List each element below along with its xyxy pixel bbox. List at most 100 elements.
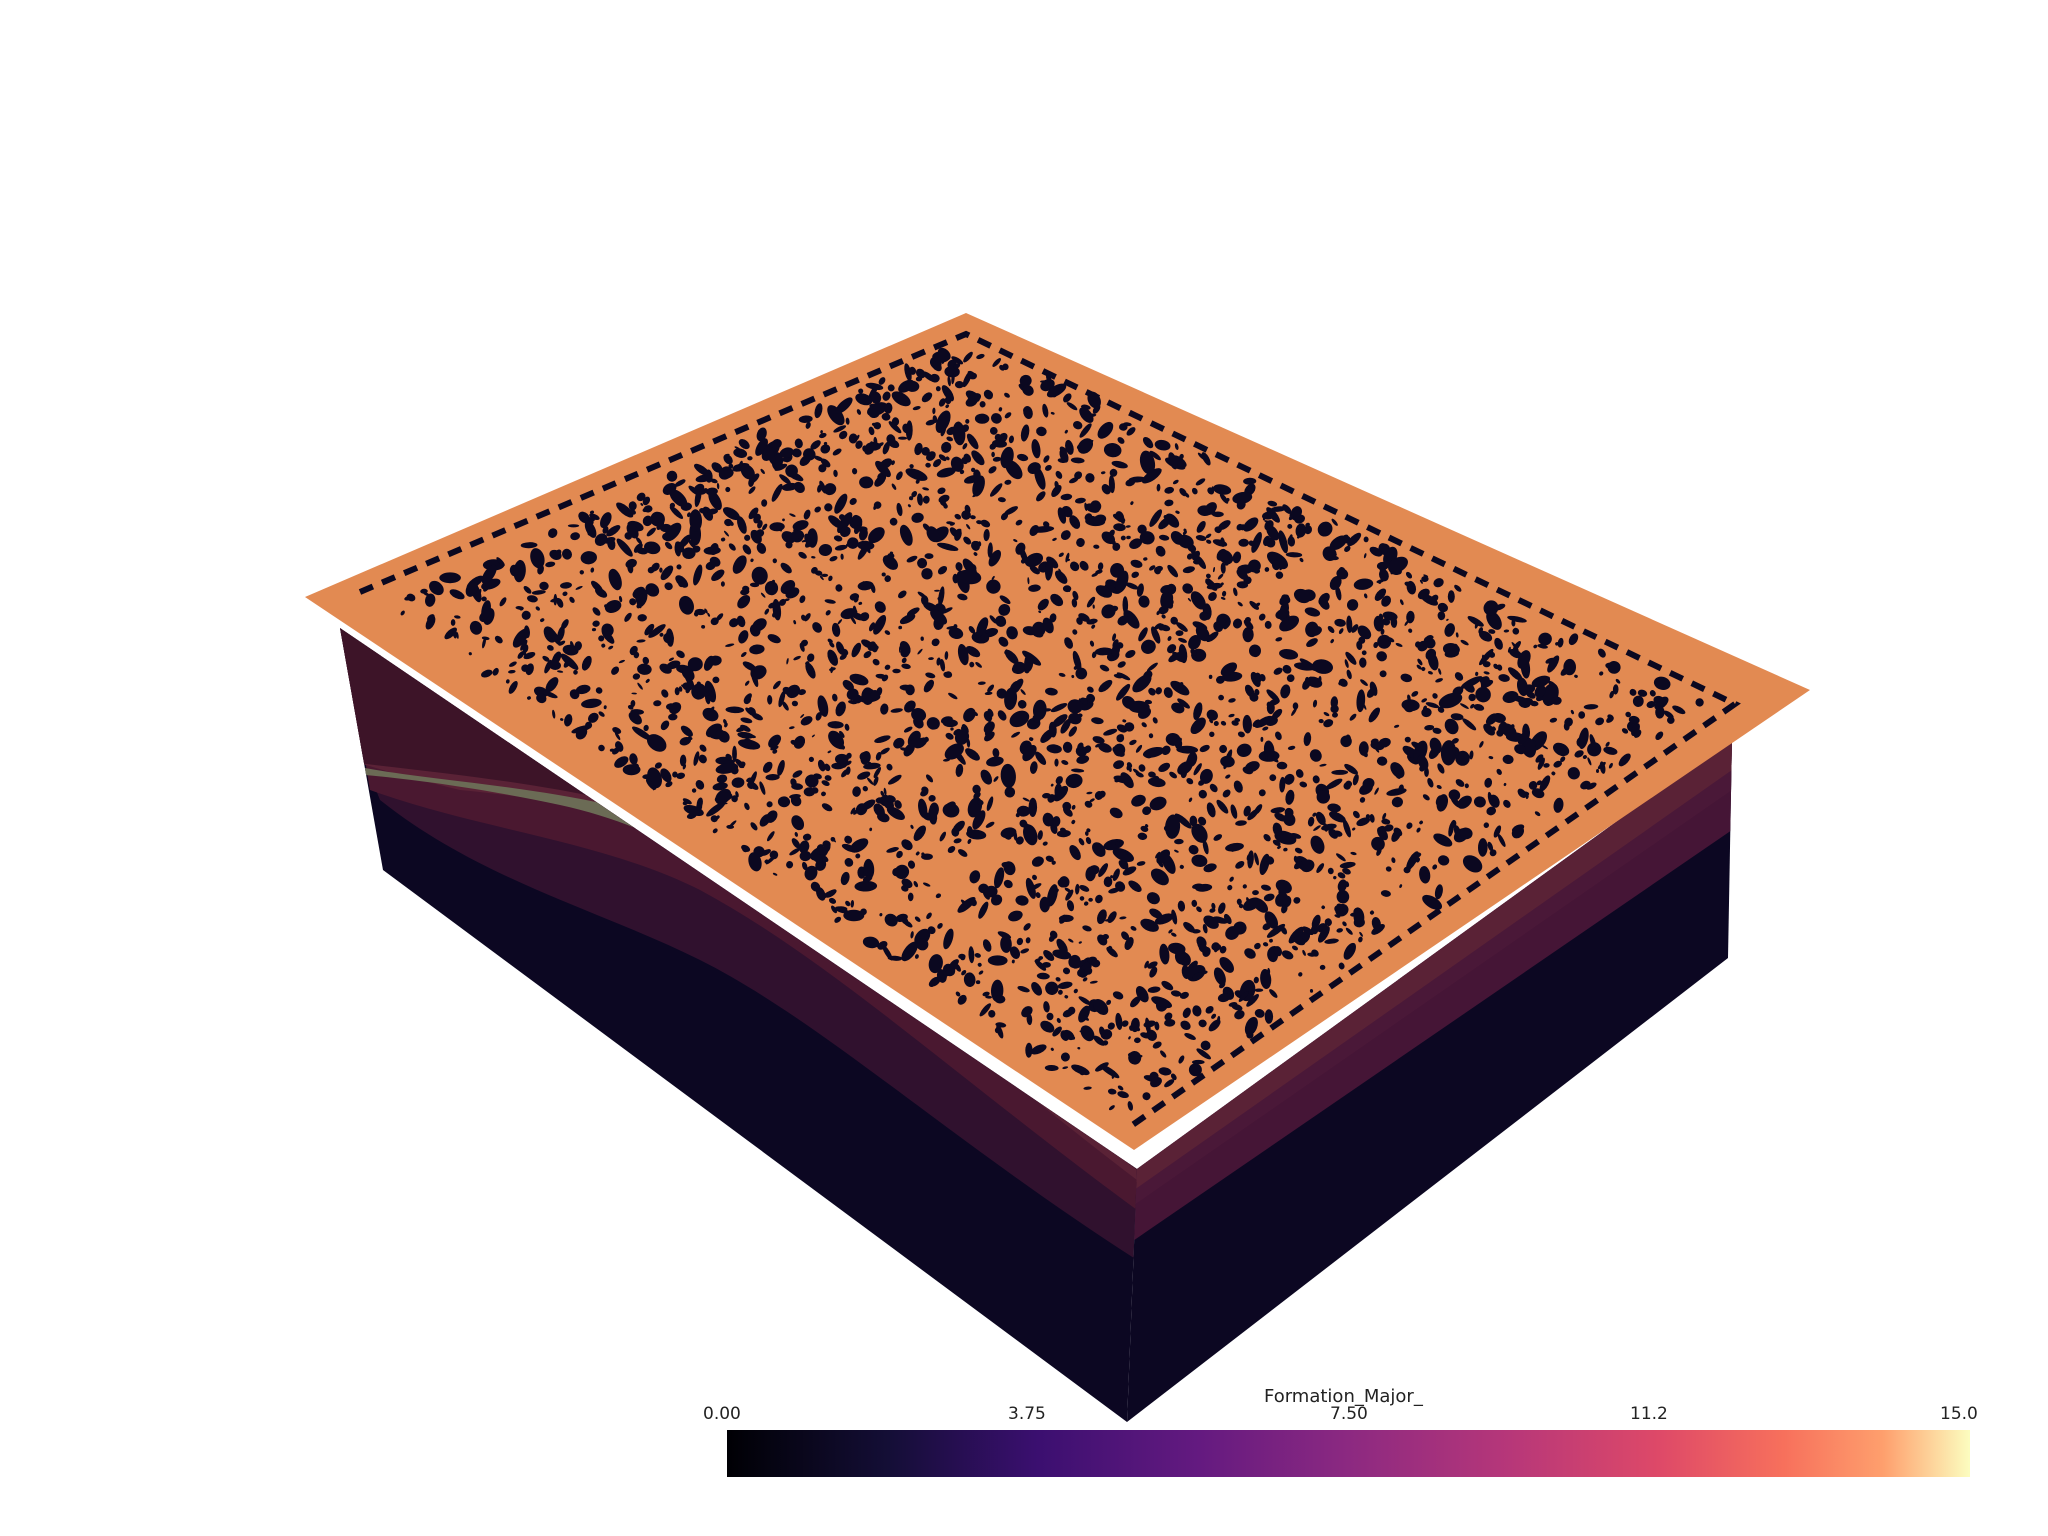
texture-speck	[1254, 988, 1264, 992]
texture-speck	[953, 624, 958, 629]
texture-speck	[938, 586, 945, 607]
texture-speck	[1473, 796, 1486, 808]
texture-speck	[665, 781, 673, 788]
texture-speck	[1263, 834, 1271, 842]
texture-speck	[482, 637, 486, 649]
texture-speck	[1148, 771, 1156, 778]
texture-speck	[724, 722, 728, 728]
texture-speck	[588, 516, 595, 522]
texture-speck	[971, 450, 985, 466]
texture-speck	[1171, 909, 1178, 925]
texture-speck	[1272, 708, 1283, 720]
texture-speck	[961, 510, 971, 520]
texture-speck	[791, 700, 798, 707]
texture-speck	[983, 721, 995, 734]
texture-speck	[1223, 749, 1233, 770]
texture-speck	[425, 593, 436, 607]
texture-speck	[894, 864, 910, 880]
texture-speck	[986, 796, 994, 811]
texture-speck	[557, 626, 565, 642]
texture-speck	[1587, 742, 1602, 757]
texture-speck	[720, 537, 726, 542]
texture-speck	[1342, 819, 1352, 838]
texture-speck	[701, 624, 706, 629]
texture-speck	[1280, 684, 1291, 699]
texture-speck	[870, 391, 882, 404]
texture-speck	[1330, 639, 1334, 644]
texture-speck	[914, 954, 919, 959]
texture-speck	[560, 582, 572, 589]
texture-speck	[1079, 896, 1085, 901]
texture-speck	[907, 607, 920, 616]
texture-speck	[805, 662, 816, 679]
texture-speck	[1084, 502, 1088, 511]
texture-speck	[908, 366, 917, 375]
texture-speck	[1042, 403, 1049, 418]
texture-speck	[1266, 525, 1280, 541]
texture-speck	[885, 795, 896, 803]
texture-speck	[1595, 717, 1605, 726]
texture-speck	[1025, 1042, 1033, 1058]
texture-speck	[1353, 907, 1362, 917]
texture-speck	[1332, 712, 1338, 718]
texture-speck	[1099, 1026, 1106, 1037]
texture-speck	[1158, 534, 1170, 541]
texture-speck	[764, 581, 779, 596]
texture-speck	[664, 541, 673, 550]
texture-speck	[1263, 535, 1271, 547]
texture-speck	[1122, 719, 1127, 723]
texture-speck	[901, 657, 907, 664]
texture-speck	[740, 651, 747, 658]
texture-speck	[740, 464, 755, 480]
texture-speck	[845, 542, 853, 547]
texture-speck	[1293, 861, 1303, 870]
texture-speck	[919, 832, 924, 837]
texture-speck	[1182, 583, 1194, 594]
texture-speck	[1533, 644, 1538, 649]
texture-speck	[1213, 567, 1215, 573]
texture-speck	[1391, 857, 1396, 864]
texture-speck	[1391, 828, 1402, 842]
texture-speck	[1427, 777, 1434, 788]
texture-speck	[811, 787, 819, 794]
texture-speck	[1496, 768, 1502, 775]
texture-speck	[1263, 893, 1275, 902]
texture-speck	[1066, 900, 1075, 912]
texture-speck	[685, 686, 691, 694]
texture-speck	[766, 810, 778, 823]
texture-speck	[1076, 755, 1090, 764]
texture-speck	[856, 409, 862, 415]
texture-speck	[988, 466, 997, 474]
texture-speck	[1432, 727, 1442, 734]
texture-speck	[1330, 696, 1339, 709]
texture-speck	[849, 673, 869, 686]
texture-speck	[972, 810, 986, 830]
texture-speck	[1128, 700, 1150, 714]
texture-speck	[1282, 504, 1292, 514]
texture-speck	[905, 684, 915, 696]
texture-speck	[950, 456, 964, 472]
texture-speck	[629, 598, 637, 606]
texture-speck	[1352, 827, 1356, 831]
texture-speck	[921, 568, 933, 580]
texture-speck	[1381, 818, 1391, 825]
texture-speck	[1154, 566, 1161, 575]
texture-speck	[1015, 836, 1024, 845]
texture-speck	[1220, 596, 1226, 600]
texture-speck	[874, 601, 886, 613]
texture-speck	[979, 1003, 992, 1017]
texture-speck	[821, 791, 826, 797]
texture-speck	[535, 606, 540, 611]
texture-speck	[481, 600, 491, 620]
texture-speck	[1037, 830, 1043, 840]
texture-speck	[799, 454, 811, 467]
texture-speck	[1205, 1005, 1214, 1014]
texture-speck	[624, 532, 633, 540]
texture-speck	[868, 527, 885, 544]
texture-speck	[679, 595, 694, 615]
texture-speck	[1503, 629, 1510, 633]
texture-speck	[1455, 779, 1465, 787]
texture-speck	[1119, 916, 1127, 920]
texture-speck	[548, 627, 561, 646]
